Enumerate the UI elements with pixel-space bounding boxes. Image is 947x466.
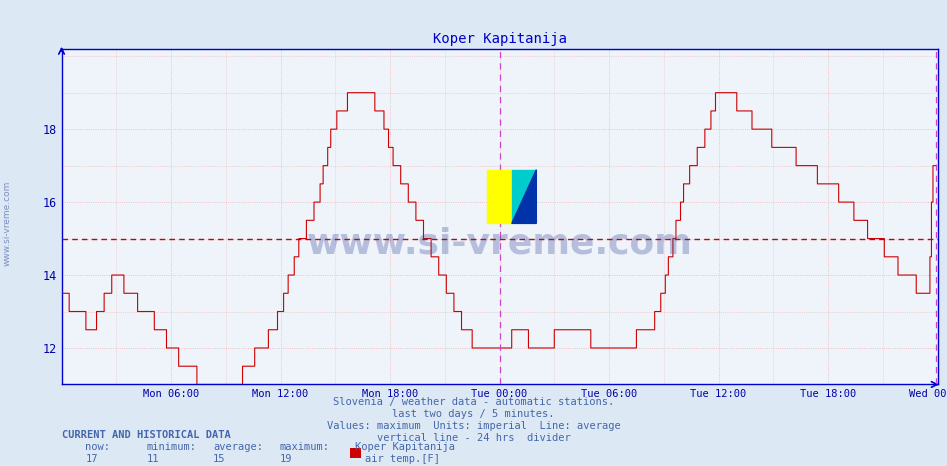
Text: minimum:: minimum:: [147, 442, 197, 452]
Text: now:: now:: [85, 442, 110, 452]
Text: Koper Kapitanija: Koper Kapitanija: [355, 442, 456, 452]
Text: Slovenia / weather data - automatic stations.: Slovenia / weather data - automatic stat…: [333, 397, 614, 407]
Text: www.si-vreme.com: www.si-vreme.com: [307, 226, 692, 260]
Text: maximum:: maximum:: [279, 442, 330, 452]
Text: 19: 19: [279, 454, 292, 464]
Title: Koper Kapitanija: Koper Kapitanija: [433, 32, 566, 47]
Text: 15: 15: [213, 454, 225, 464]
Text: last two days / 5 minutes.: last two days / 5 minutes.: [392, 409, 555, 419]
Polygon shape: [511, 170, 536, 223]
Bar: [488, 170, 511, 223]
Text: www.si-vreme.com: www.si-vreme.com: [3, 181, 12, 267]
Text: Values: maximum  Units: imperial  Line: average: Values: maximum Units: imperial Line: av…: [327, 421, 620, 431]
Polygon shape: [511, 170, 536, 223]
Text: air temp.[F]: air temp.[F]: [365, 454, 439, 464]
Text: 11: 11: [147, 454, 159, 464]
Text: vertical line - 24 hrs  divider: vertical line - 24 hrs divider: [377, 433, 570, 443]
Text: average:: average:: [213, 442, 263, 452]
Text: 17: 17: [85, 454, 98, 464]
Text: CURRENT AND HISTORICAL DATA: CURRENT AND HISTORICAL DATA: [62, 430, 230, 439]
